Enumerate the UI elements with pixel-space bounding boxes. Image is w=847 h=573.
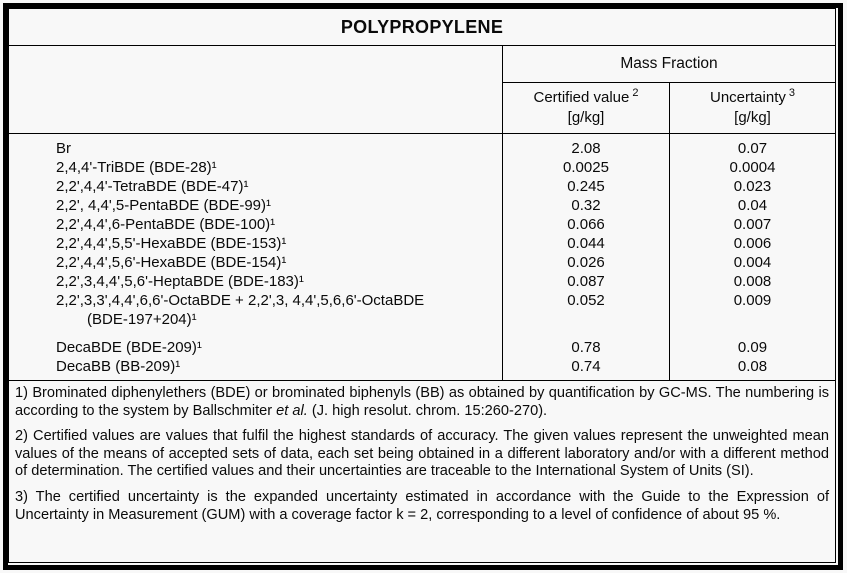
table-row: 2,2',4,4',6-PentaBDE (BDE-100)¹ 0.066 0.… xyxy=(9,215,835,234)
page-title: POLYPROPYLENE xyxy=(9,9,835,46)
uncertainty-value: 0.006 xyxy=(733,235,772,252)
table-row: 2,2',3,3',4,4',6,6'-OctaBDE + 2,2',3, 4,… xyxy=(9,291,835,338)
column-label: Uncertainty 3 xyxy=(710,87,795,107)
table-row: Br 2.08 0.07 xyxy=(9,134,835,158)
uncertainty-value: 0.04 xyxy=(737,197,768,214)
column-header-uncertainty: Uncertainty 3 [g/kg] xyxy=(670,83,835,133)
footnote-1: 1) Brominated diphenylethers (BDE) or br… xyxy=(15,385,829,419)
certified-value: 0.087 xyxy=(503,272,670,291)
header-empty-cell xyxy=(9,46,503,133)
analyte-name: 2,2',4,4'-TetraBDE (BDE-47)¹ xyxy=(9,177,503,196)
uncertainty-value: 0.004 xyxy=(733,254,772,271)
uncertainty-value: 0.023 xyxy=(733,178,772,195)
analyte-name: DecaBDE (BDE-209)¹ xyxy=(9,338,503,357)
table-row: 2,2',4,4',5,5'-HexaBDE (BDE-153)¹ 0.044 … xyxy=(9,234,835,253)
table-row: 2,2',4,4',5,6'-HexaBDE (BDE-154)¹ 0.026 … xyxy=(9,253,835,272)
certified-value: 0.32 xyxy=(503,196,670,215)
table-body: Br 2.08 0.07 2,4,4'-TriBDE (BDE-28)¹ 0.0… xyxy=(9,134,835,381)
certified-value: 2.08 xyxy=(503,134,670,158)
footnote-3: 3) The certified uncertainty is the expa… xyxy=(15,488,829,523)
et-al-italic: et al. xyxy=(276,402,308,419)
footnote-ref-3: 3 xyxy=(788,87,795,99)
uncertainty-value: 0.0004 xyxy=(729,159,776,176)
analyte-name: 2,2', 4,4',5-PentaBDE (BDE-99)¹ xyxy=(9,196,503,215)
analyte-name: 2,4,4'-TriBDE (BDE-28)¹ xyxy=(9,158,503,177)
uncertainty-value: 0.07 xyxy=(737,140,768,157)
table-row: 2,2',3,4,4',5,6'-HeptaBDE (BDE-183)¹ 0.0… xyxy=(9,272,835,291)
analyte-name: 2,2',4,4',5,6'-HexaBDE (BDE-154)¹ xyxy=(9,253,503,272)
certified-value: 0.044 xyxy=(503,234,670,253)
analyte-name: 2,2',4,4',6-PentaBDE (BDE-100)¹ xyxy=(9,215,503,234)
analyte-name: 2,2',4,4',5,5'-HexaBDE (BDE-153)¹ xyxy=(9,234,503,253)
footnote-2: 2) Certified values are values that fulf… xyxy=(15,428,829,480)
analyte-name: DecaBB (BB-209)¹ xyxy=(9,357,503,376)
footnote-ref-2: 2 xyxy=(632,87,639,99)
certified-value: 0.78 xyxy=(503,338,670,357)
certified-value: 0.052 xyxy=(503,291,670,338)
certified-value: 0.0025 xyxy=(503,158,670,177)
table-row: DecaBB (BB-209)¹ 0.74 0.08 xyxy=(9,357,835,376)
certified-value: 0.026 xyxy=(503,253,670,272)
uncertainty-value: 0.09 xyxy=(737,339,768,356)
certified-value: 0.245 xyxy=(503,177,670,196)
analyte-name: Br xyxy=(9,134,503,158)
table-row: 2,2', 4,4',5-PentaBDE (BDE-99)¹ 0.32 0.0… xyxy=(9,196,835,215)
uncertainty-value: 0.008 xyxy=(733,273,772,290)
uncertainty-value: 0.007 xyxy=(733,216,772,233)
table-row: DecaBDE (BDE-209)¹ 0.78 0.09 xyxy=(9,338,835,357)
uncertainty-value: 0.009 xyxy=(733,292,772,309)
certified-value: 0.066 xyxy=(503,215,670,234)
column-unit: [g/kg] xyxy=(567,109,605,126)
footnotes-section: 1) Brominated diphenylethers (BDE) or br… xyxy=(9,381,835,562)
certificate-table: POLYPROPYLENE Mass Fraction Certified va… xyxy=(8,8,836,563)
table-row: 2,2',4,4'-TetraBDE (BDE-47)¹ 0.245 0.023 xyxy=(9,177,835,196)
analyte-name: 2,2',3,4,4',5,6'-HeptaBDE (BDE-183)¹ xyxy=(9,272,503,291)
certified-value: 0.74 xyxy=(503,357,670,376)
document-frame: POLYPROPYLENE Mass Fraction Certified va… xyxy=(3,3,843,570)
table-header: Mass Fraction Certified value 2 [g/kg] Un… xyxy=(9,46,835,134)
table-row: 2,4,4'-TriBDE (BDE-28)¹ 0.0025 0.0004 xyxy=(9,158,835,177)
analyte-name: 2,2',3,3',4,4',6,6'-OctaBDE + 2,2',3, 4,… xyxy=(9,291,503,338)
table-filler-row xyxy=(9,376,835,380)
group-header-mass-fraction: Mass Fraction xyxy=(503,46,835,83)
column-header-certified-value: Certified value 2 [g/kg] xyxy=(503,83,670,133)
column-label: Certified value 2 xyxy=(533,87,639,107)
column-unit: [g/kg] xyxy=(734,109,771,126)
uncertainty-value: 0.08 xyxy=(737,358,768,375)
